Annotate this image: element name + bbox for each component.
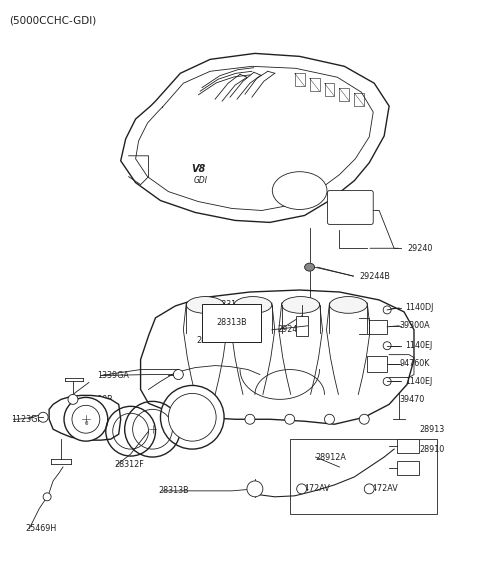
- Text: 1140EJ: 1140EJ: [405, 377, 432, 386]
- Circle shape: [324, 414, 335, 424]
- Text: 28912A: 28912A: [315, 452, 347, 462]
- Text: 28312F: 28312F: [196, 336, 226, 345]
- Circle shape: [43, 493, 51, 501]
- Circle shape: [364, 484, 374, 494]
- Text: 29244B: 29244B: [360, 271, 390, 281]
- Text: 94760K: 94760K: [399, 359, 430, 368]
- Bar: [367, 356, 387, 372]
- Ellipse shape: [282, 297, 320, 314]
- Ellipse shape: [186, 297, 224, 314]
- FancyBboxPatch shape: [327, 190, 373, 224]
- Circle shape: [383, 342, 391, 350]
- Circle shape: [72, 406, 100, 433]
- Polygon shape: [120, 53, 389, 223]
- Bar: [290, 439, 437, 514]
- Bar: [397, 461, 419, 475]
- Ellipse shape: [272, 172, 327, 209]
- Circle shape: [247, 481, 263, 497]
- Circle shape: [245, 414, 255, 424]
- Text: 28310: 28310: [216, 301, 241, 309]
- Text: 1140DJ: 1140DJ: [405, 304, 433, 312]
- Circle shape: [205, 414, 215, 424]
- Text: 1472AV: 1472AV: [300, 485, 330, 493]
- Circle shape: [383, 306, 391, 314]
- Text: 39470: 39470: [399, 395, 424, 404]
- Circle shape: [360, 414, 369, 424]
- Circle shape: [68, 394, 78, 404]
- Text: (5000CCHC-GDI): (5000CCHC-GDI): [9, 16, 96, 26]
- Circle shape: [170, 414, 180, 424]
- Circle shape: [297, 484, 307, 494]
- Text: 28313B: 28313B: [216, 318, 247, 328]
- Text: 28910: 28910: [419, 445, 444, 454]
- Text: 1123GN: 1123GN: [12, 415, 44, 424]
- Text: 29246: 29246: [278, 325, 303, 334]
- Circle shape: [383, 377, 391, 386]
- Polygon shape: [141, 290, 414, 424]
- Circle shape: [173, 370, 183, 380]
- Circle shape: [285, 414, 295, 424]
- Text: 29240: 29240: [407, 244, 432, 253]
- Text: 1472AV: 1472AV: [367, 485, 398, 493]
- Text: 35100B: 35100B: [83, 395, 114, 404]
- Polygon shape: [49, 396, 120, 440]
- Bar: [397, 439, 419, 453]
- Bar: [369, 320, 387, 334]
- Text: 28313B: 28313B: [158, 486, 189, 495]
- Ellipse shape: [305, 263, 314, 271]
- Text: 28913: 28913: [419, 425, 444, 434]
- Text: GDI: GDI: [193, 176, 207, 185]
- Ellipse shape: [234, 297, 272, 314]
- Circle shape: [168, 393, 216, 441]
- Text: 1140EJ: 1140EJ: [405, 341, 432, 350]
- Text: 28312F: 28312F: [115, 461, 144, 469]
- Text: 25469H: 25469H: [25, 524, 57, 533]
- Ellipse shape: [329, 297, 367, 314]
- Text: 39300A: 39300A: [399, 321, 430, 331]
- Circle shape: [38, 413, 48, 423]
- Text: 0: 0: [84, 421, 88, 426]
- Circle shape: [64, 397, 108, 441]
- Bar: [296, 316, 308, 336]
- Circle shape: [160, 386, 224, 449]
- Text: 1339GA: 1339GA: [97, 371, 129, 380]
- Text: V8: V8: [191, 163, 205, 173]
- Text: 28313B: 28313B: [216, 318, 247, 328]
